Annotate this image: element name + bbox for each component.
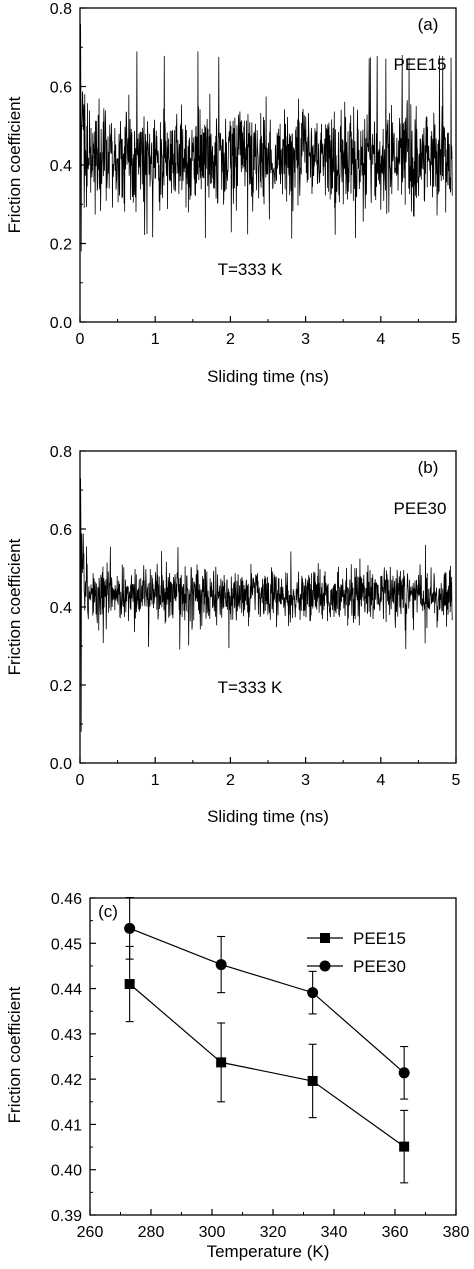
- x-tick-label: 1: [151, 331, 160, 348]
- panel-b: 0 1 2 3 4 50.00.20.40.60.8 (b) PEE30 T=333 K …: [5, 444, 461, 826]
- x-tick-label: 260: [77, 1224, 104, 1241]
- y-tick-label: 0.8: [50, 1, 72, 18]
- y-tick-label: 0.2: [50, 678, 72, 695]
- y-tick-label: 0.44: [51, 982, 82, 999]
- panel-b-condition: T=333 K: [218, 678, 283, 697]
- data-point-pee30: [124, 922, 136, 934]
- x-tick-label: 380: [443, 1224, 470, 1241]
- panel-a-annotation: PEE15: [394, 55, 447, 74]
- y-tick-label: 0.0: [50, 315, 72, 332]
- y-tick-label: 0.2: [50, 237, 72, 254]
- y-tick-label: 0.45: [51, 936, 82, 953]
- x-tick-label: 320: [260, 1224, 287, 1241]
- series-line-pee15: [129, 983, 405, 1148]
- x-tick-label: 2: [226, 772, 235, 789]
- panel-b-ticks: 0 1 2 3 4 5 0.0 0.2 0.4 0.6 0.8: [50, 444, 461, 789]
- data-point-pee30: [307, 987, 319, 999]
- y-tick-label: 0.40: [51, 1163, 82, 1180]
- y-tick-label: 0.4: [50, 158, 72, 175]
- legend-marker-pee15: [320, 933, 330, 943]
- data-point-pee15: [216, 1057, 227, 1068]
- x-tick-label: 0: [76, 331, 85, 348]
- panel-a-condition: T=333 K: [218, 260, 283, 279]
- data-point-pee15: [124, 979, 135, 990]
- y-tick-label: 0.46: [51, 891, 82, 908]
- y-tick-label: 0.6: [50, 522, 72, 539]
- x-tick-label: 4: [376, 331, 385, 348]
- y-tick-label: 0.0: [50, 756, 72, 773]
- panel-a-y-axis-label: Friction coefficient: [5, 96, 24, 233]
- panel-c-x-axis-label: Temperature (K): [207, 1242, 330, 1261]
- x-tick-label: 3: [301, 772, 310, 789]
- x-tick-label: 3: [301, 331, 310, 348]
- x-tick-label: 5: [452, 772, 461, 789]
- panel-b-series: [79, 478, 453, 764]
- panel-a-series: [79, 23, 453, 283]
- y-tick-label: 0.4: [50, 600, 72, 617]
- panel-a-ticks: 0 1 2 3 4 5 0.0 0.2 0.4 0.6 0.8: [50, 1, 461, 348]
- legend-label-pee15: PEE15: [353, 929, 406, 948]
- y-tick-label: 0.43: [51, 1027, 82, 1044]
- x-tick-label: 300: [199, 1224, 226, 1241]
- panel-c-y-axis-label: Friction coefficient: [5, 986, 24, 1123]
- panel-b-label: (b): [418, 458, 439, 477]
- x-tick-label: 5: [452, 331, 461, 348]
- data-point-pee30: [215, 959, 227, 971]
- data-point-pee30: [398, 1067, 410, 1079]
- x-tick-label: 360: [382, 1224, 409, 1241]
- y-tick-label: 0.39: [51, 1208, 82, 1225]
- x-tick-label: 2: [226, 331, 235, 348]
- panel-a-x-axis-label: Sliding time (ns): [207, 367, 329, 386]
- friction-trace: [79, 23, 453, 283]
- x-tick-label: 340: [321, 1224, 348, 1241]
- panel-b-annotation: PEE30: [394, 499, 447, 518]
- data-point-pee15: [399, 1141, 410, 1152]
- panel-c-label: (c): [98, 902, 118, 921]
- legend-label-pee30: PEE30: [353, 957, 406, 976]
- panel-b-x-axis-label: Sliding time (ns): [207, 807, 329, 826]
- panel-c-ticks: 260 280 300 320 340 360 380 0.39 0.40 0.41 0.42 0.4…: [51, 891, 470, 1241]
- y-tick-label: 0.41: [51, 1117, 82, 1134]
- panel-c-series: [124, 896, 410, 1184]
- panel-a: 0 1 2 3 4 50.00.20.40.60.8 (a) PEE15 T=333 K …: [5, 1, 461, 386]
- y-tick-label: 0.42: [51, 1072, 82, 1089]
- x-tick-label: 0: [76, 772, 85, 789]
- x-tick-label: 4: [376, 772, 385, 789]
- series-line-pee30: [129, 927, 405, 1074]
- panel-c: 260 280 300 320 340 360 380 0.39 0.40 0.41 0.42 0.4…: [5, 891, 469, 1261]
- y-tick-label: 0.8: [50, 444, 72, 461]
- x-tick-label: 280: [138, 1224, 165, 1241]
- x-tick-label: 1: [151, 772, 160, 789]
- panel-a-label: (a): [418, 15, 439, 34]
- y-tick-label: 0.6: [50, 80, 72, 97]
- data-point-pee15: [307, 1075, 318, 1086]
- legend-marker-pee30: [319, 960, 331, 972]
- panel-b-y-axis-label: Friction coefficient: [5, 538, 24, 675]
- friction-trace: [79, 478, 453, 764]
- panel-c-legend: PEE15 PEE30: [307, 929, 406, 976]
